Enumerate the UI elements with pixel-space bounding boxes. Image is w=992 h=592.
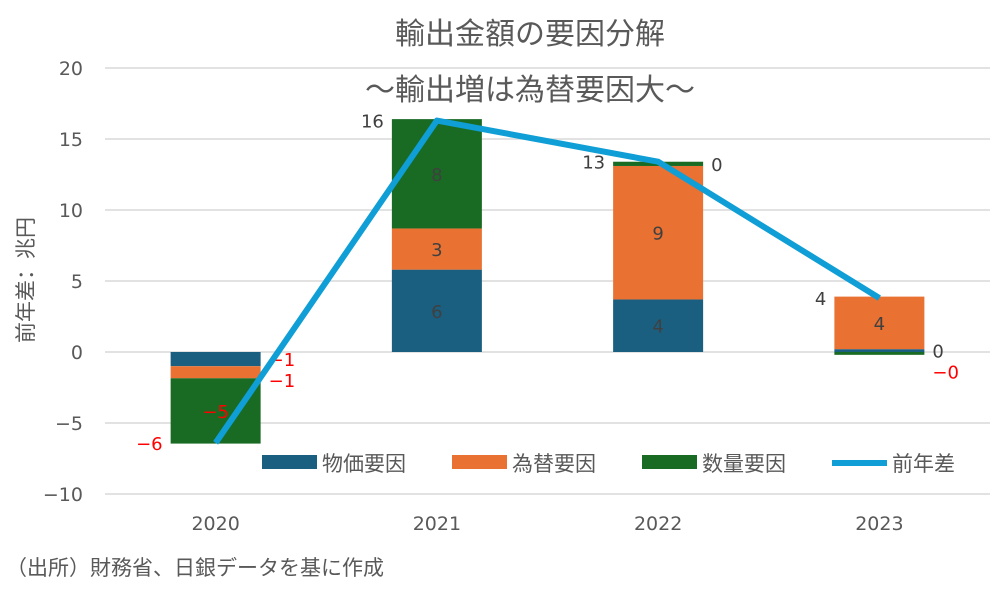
y-axis-label: 前年差：兆円 — [14, 217, 38, 343]
x-tick-label: 2022 — [634, 513, 682, 535]
legend-label: 為替要因 — [512, 452, 596, 476]
data-label: 0 — [711, 155, 722, 176]
bar-為替要因 — [834, 296, 925, 350]
line-data-label: 4 — [815, 289, 826, 310]
x-tick-label: 2021 — [413, 513, 461, 535]
y-tick-label: −5 — [55, 413, 83, 435]
data-label: −0 — [932, 363, 959, 384]
source-note: （出所）財務省、日銀データを基に作成 — [6, 556, 384, 580]
y-tick-label: 0 — [71, 342, 83, 364]
bar-数量要因 — [170, 378, 261, 444]
legend-swatch — [262, 455, 317, 469]
data-label: −1 — [269, 371, 296, 392]
y-tick-label: −10 — [43, 484, 83, 506]
bar-為替要因 — [391, 228, 482, 270]
y-tick-label: 10 — [59, 200, 83, 222]
y-tick-label: 15 — [59, 129, 83, 151]
chart-title: 輸出金額の要因分解 — [395, 17, 665, 52]
data-label: 6 — [431, 302, 442, 323]
legend-swatch — [642, 455, 697, 469]
data-label: 4 — [652, 317, 663, 338]
x-tick-label: 2020 — [191, 513, 239, 535]
legend-swatch — [452, 455, 507, 469]
bar-数量要因 — [391, 119, 482, 229]
bar-為替要因 — [170, 366, 261, 379]
line-data-label: 16 — [361, 112, 384, 133]
data-label: 8 — [431, 165, 442, 186]
legend-label: 数量要因 — [702, 452, 786, 476]
chart-subtitle: ～輸出増は為替要因大～ — [365, 73, 695, 108]
bar-為替要因 — [613, 165, 704, 300]
y-tick-label: 5 — [71, 271, 83, 293]
data-label: 9 — [652, 224, 663, 245]
data-label: −5 — [202, 402, 229, 423]
x-tick-label: 2023 — [855, 513, 903, 535]
bar-物価要因 — [170, 352, 261, 367]
data-label: 4 — [874, 314, 885, 335]
bar-物価要因 — [613, 299, 704, 352]
bar-数量要因 — [834, 352, 925, 355]
line-data-label: −6 — [136, 434, 163, 455]
line-data-label: 13 — [582, 153, 605, 174]
bar-物価要因 — [391, 269, 482, 352]
legend-label: 前年差 — [892, 452, 955, 476]
bar-物価要因 — [834, 349, 925, 352]
data-label: 0 — [932, 342, 943, 363]
data-label: 3 — [431, 240, 442, 261]
y-tick-label: 20 — [59, 58, 83, 80]
legend-label: 物価要因 — [322, 452, 406, 476]
line-前年差 — [213, 117, 881, 445]
